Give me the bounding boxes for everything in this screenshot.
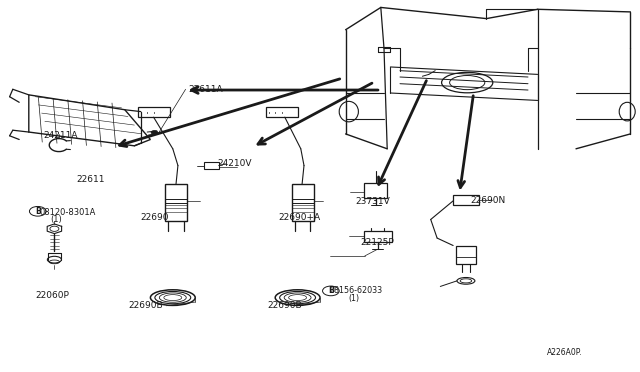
Bar — [364, 231, 392, 242]
Bar — [266, 107, 298, 117]
Text: 22125P: 22125P — [360, 238, 394, 247]
Text: 22611: 22611 — [77, 175, 106, 184]
Text: 22690B: 22690B — [267, 301, 301, 310]
Text: 22690+A: 22690+A — [278, 213, 321, 222]
Text: A226A0P.: A226A0P. — [547, 348, 583, 357]
Bar — [165, 184, 187, 221]
Text: B: B — [35, 207, 40, 216]
Text: 22690B: 22690B — [128, 301, 163, 310]
Text: 22690N: 22690N — [470, 196, 506, 205]
Text: 22611A: 22611A — [189, 85, 223, 94]
Text: 24210V: 24210V — [218, 159, 252, 168]
Text: B: B — [328, 286, 333, 295]
Bar — [292, 184, 314, 221]
Bar — [138, 107, 170, 117]
Text: 24211A: 24211A — [44, 131, 78, 140]
Bar — [453, 195, 479, 205]
Circle shape — [151, 131, 157, 134]
Text: 08156-62033: 08156-62033 — [330, 286, 383, 295]
Text: (1): (1) — [50, 215, 61, 224]
Text: (1): (1) — [349, 294, 360, 303]
Bar — [364, 183, 387, 198]
Text: 08120-8301A: 08120-8301A — [40, 208, 96, 217]
Text: 23731V: 23731V — [355, 197, 390, 206]
Bar — [456, 246, 476, 264]
Text: 22690: 22690 — [141, 213, 170, 222]
Text: 22060P: 22060P — [35, 291, 69, 300]
Bar — [204, 162, 219, 169]
